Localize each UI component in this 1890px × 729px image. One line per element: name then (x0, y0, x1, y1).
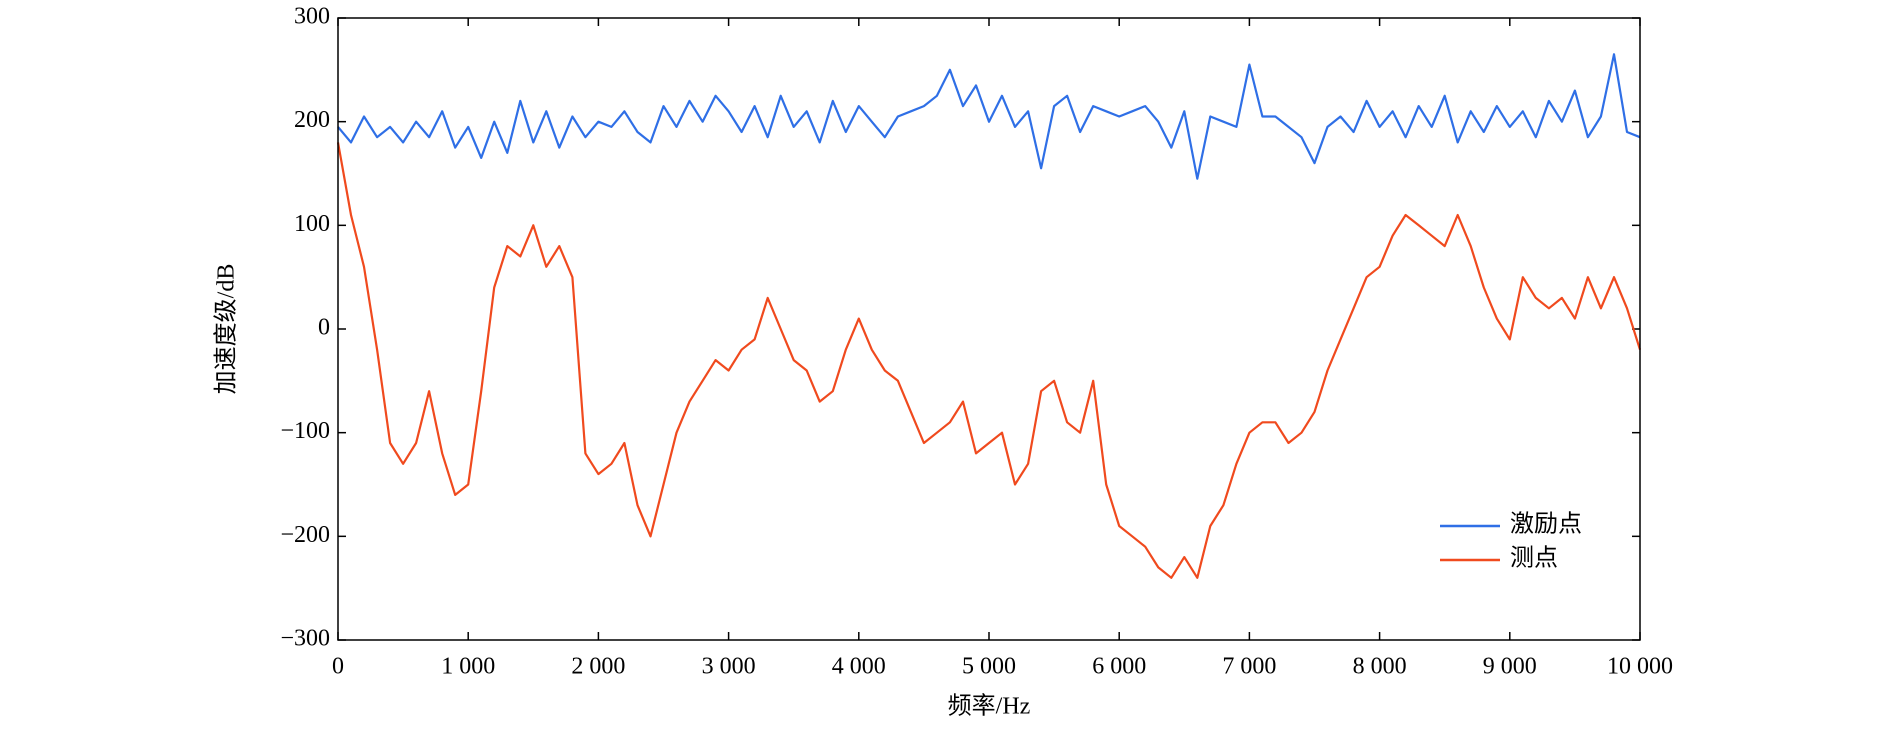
y-tick-label: 0 (318, 315, 330, 341)
legend-label: 激励点 (1510, 511, 1582, 538)
y-tick-label: 100 (294, 211, 330, 237)
x-tick-label: 0 (332, 654, 344, 680)
x-tick-label: 6 000 (1092, 654, 1146, 680)
series-line (336, 142, 1642, 579)
y-tick-label: −100 (280, 418, 330, 444)
x-tick-label: 4 000 (832, 654, 886, 680)
x-tick-label: 9 000 (1483, 654, 1537, 680)
series-line (337, 53, 1641, 180)
x-tick-label: 5 000 (962, 654, 1016, 680)
x-tick-label: 8 000 (1353, 654, 1407, 680)
y-axis-label: 加速度级/dB (213, 264, 240, 395)
y-tick-label: 300 (294, 4, 330, 30)
plot-frame (337, 17, 1641, 641)
y-tick-label: 200 (294, 107, 330, 133)
y-tick-label: −200 (280, 522, 330, 548)
x-tick-label: 3 000 (702, 654, 756, 680)
x-tick-label: 1 000 (441, 654, 495, 680)
x-tick-label: 2 000 (571, 654, 625, 680)
x-tick-label: 7 000 (1222, 654, 1276, 680)
x-tick-label: 10 000 (1607, 654, 1673, 680)
x-axis-label: 频率/Hz (948, 693, 1031, 720)
y-tick-label: −300 (280, 626, 330, 652)
legend-label: 测点 (1510, 545, 1558, 572)
